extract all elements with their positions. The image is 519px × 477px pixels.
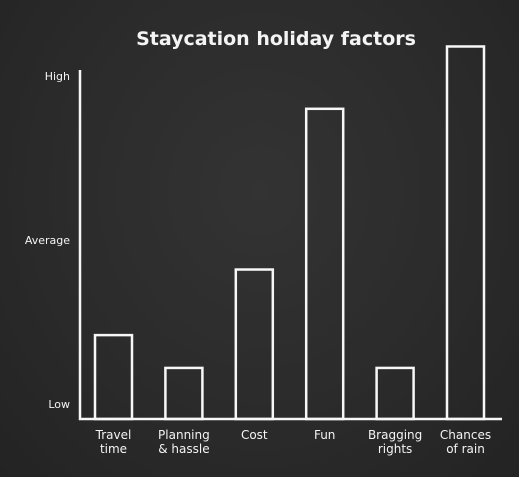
x-tick-label-line: & hassle xyxy=(158,442,209,456)
y-axis-ticks: Low Average High xyxy=(25,70,70,411)
chart-title: Staycation holiday factors xyxy=(136,28,416,50)
x-tick-label: Chances of rain xyxy=(440,428,491,456)
x-tick-label: Planning & hassle xyxy=(158,428,210,456)
y-tick-label: Low xyxy=(48,398,70,411)
bar xyxy=(164,366,204,421)
x-tick-label-line: time xyxy=(100,442,127,456)
x-tick-label-line: Cost xyxy=(241,428,268,442)
bar xyxy=(445,45,486,421)
axes-lines xyxy=(78,70,502,421)
x-tick-label-line: rights xyxy=(378,442,412,456)
x-tick-label-line: Bragging xyxy=(368,428,422,442)
bars-group xyxy=(93,45,486,421)
bar xyxy=(93,333,134,421)
x-tick-label-line: Travel xyxy=(95,428,132,442)
x-tick-label: Cost xyxy=(241,428,268,442)
x-tick-label-line: Chances xyxy=(440,428,491,442)
x-tick-label: Bragging rights xyxy=(368,428,422,456)
x-tick-label-line: Fun xyxy=(314,428,335,442)
x-axis-labels: Travel time Planning & hassle Cost Fun Braggin… xyxy=(95,428,491,456)
x-tick-label-line: Planning xyxy=(158,428,210,442)
y-tick-label: Average xyxy=(25,234,70,247)
bar xyxy=(375,366,415,421)
bar xyxy=(234,268,275,421)
x-tick-label: Travel time xyxy=(95,428,132,456)
x-tick-label-line: of rain xyxy=(446,442,485,456)
bar xyxy=(304,107,345,421)
y-tick-label: High xyxy=(45,70,70,83)
x-tick-label: Fun xyxy=(314,428,335,442)
